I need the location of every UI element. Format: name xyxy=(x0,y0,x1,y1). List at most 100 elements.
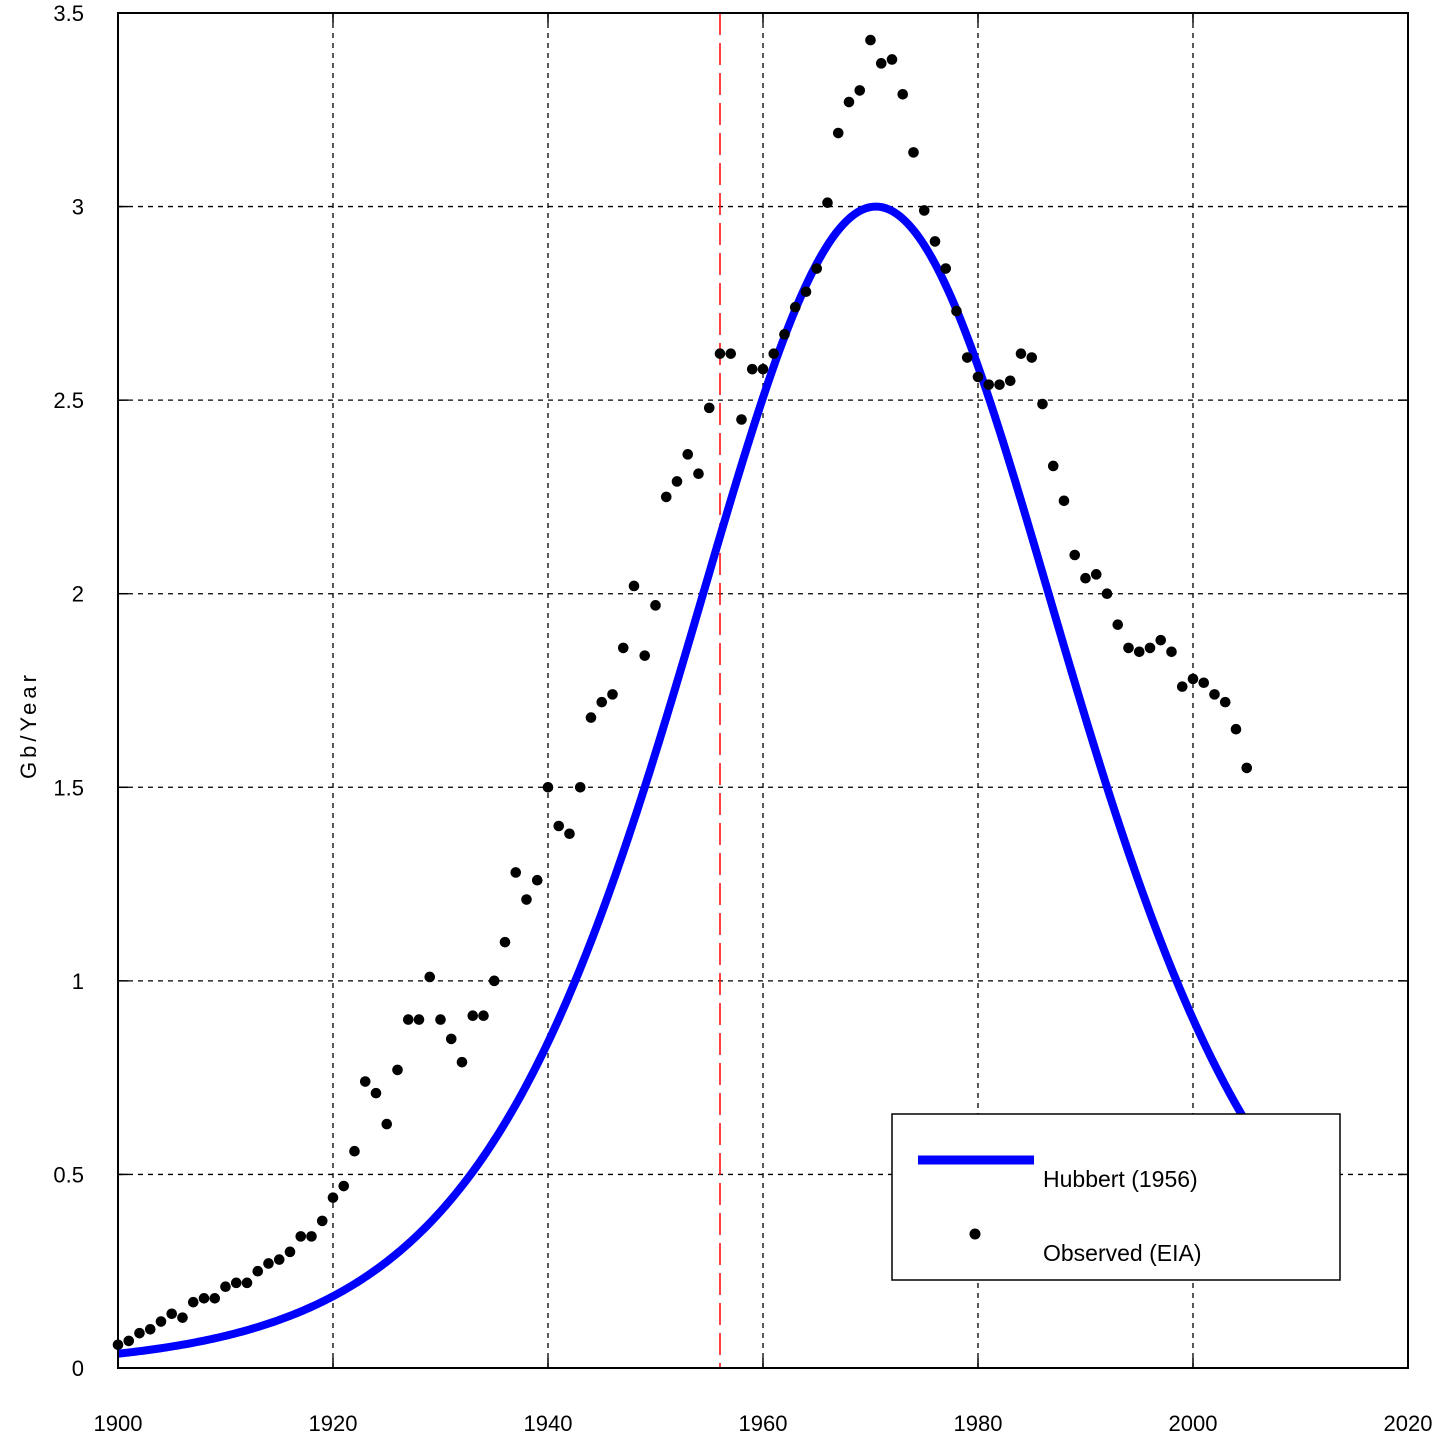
data-point xyxy=(531,874,543,886)
data-point xyxy=(1230,723,1242,735)
data-point xyxy=(682,449,694,460)
legend-box xyxy=(891,1113,1341,1281)
data-point xyxy=(1144,642,1156,654)
data-point xyxy=(865,34,876,46)
data-point xyxy=(564,828,575,840)
x-tick-label: 1900 xyxy=(94,1411,143,1436)
y-tick-label: 0 xyxy=(72,1356,84,1381)
y-tick-label: 1 xyxy=(72,969,84,994)
data-point xyxy=(596,696,608,708)
data-point xyxy=(1209,689,1220,700)
data-point xyxy=(327,1192,339,1203)
data-point xyxy=(768,348,780,359)
x-tick-label: 1980 xyxy=(954,1411,1003,1436)
y-axis-label: Gb/Year xyxy=(16,671,41,779)
x-tick-label: 1940 xyxy=(524,1411,573,1436)
data-point xyxy=(1004,375,1016,387)
data-point xyxy=(316,1215,328,1227)
data-point xyxy=(1187,673,1199,685)
data-point xyxy=(897,89,909,100)
data-point xyxy=(488,975,500,987)
data-point xyxy=(757,363,769,375)
data-point xyxy=(510,867,522,878)
data-point xyxy=(617,642,629,654)
series-observed-points xyxy=(112,34,1253,1351)
data-point xyxy=(134,1327,145,1339)
data-point xyxy=(209,1293,221,1304)
series-hubbert-curve xyxy=(117,202,1267,1358)
data-point xyxy=(1026,352,1038,363)
data-point xyxy=(671,476,683,487)
data-point xyxy=(499,936,511,948)
data-point xyxy=(703,402,715,414)
data-point xyxy=(306,1231,317,1242)
data-point xyxy=(370,1087,382,1099)
x-tick-label: 2000 xyxy=(1169,1411,1218,1436)
data-point xyxy=(1176,681,1188,692)
data-point xyxy=(886,54,898,65)
data-point xyxy=(725,348,737,359)
data-point xyxy=(521,894,532,905)
data-point xyxy=(628,580,640,592)
data-point xyxy=(1112,619,1124,630)
data-point xyxy=(854,85,866,96)
data-point xyxy=(574,781,586,793)
data-point xyxy=(467,1010,479,1021)
x-tick-label: 2020 xyxy=(1384,1411,1433,1436)
y-tick-label: 1.5 xyxy=(53,775,84,800)
legend-label-hubbert: Hubbert (1956) xyxy=(1043,1166,1198,1192)
data-point xyxy=(639,650,651,661)
data-point xyxy=(908,147,919,158)
data-point xyxy=(295,1231,307,1242)
data-point xyxy=(918,205,930,216)
data-point xyxy=(198,1293,210,1304)
x-axis-ticks: 1900 1920 1940 1960 1980 2000 2020 xyxy=(94,13,1433,1436)
data-point xyxy=(1058,495,1070,507)
data-point xyxy=(413,1014,425,1025)
data-point xyxy=(972,371,984,383)
data-point xyxy=(1123,642,1134,654)
data-point xyxy=(230,1277,242,1289)
data-point xyxy=(392,1064,403,1076)
data-point xyxy=(273,1254,285,1265)
data-point xyxy=(822,197,833,208)
data-point xyxy=(1133,646,1145,658)
data-point xyxy=(736,414,747,425)
data-point xyxy=(402,1014,414,1025)
legend-label-observed: Observed (EIA) xyxy=(1043,1240,1202,1266)
y-tick-label: 2 xyxy=(72,582,84,607)
data-point xyxy=(478,1010,489,1021)
data-point xyxy=(843,96,855,108)
data-point xyxy=(155,1316,167,1327)
data-point xyxy=(349,1145,360,1157)
data-point xyxy=(1219,696,1231,708)
data-point xyxy=(660,491,672,503)
data-point xyxy=(650,600,661,611)
data-point xyxy=(424,971,436,983)
data-point xyxy=(241,1277,253,1289)
data-point xyxy=(177,1312,188,1323)
data-point xyxy=(1080,572,1091,584)
data-point xyxy=(187,1296,199,1308)
y-tick-label: 3 xyxy=(72,195,84,220)
data-point xyxy=(1166,646,1177,658)
data-point xyxy=(714,348,726,359)
data-point xyxy=(144,1323,156,1335)
x-tick-label: 1920 xyxy=(309,1411,358,1436)
data-point xyxy=(542,781,554,793)
data-point xyxy=(1047,460,1059,472)
data-point xyxy=(940,263,952,274)
data-point xyxy=(929,236,941,247)
data-point xyxy=(1155,634,1167,646)
data-point xyxy=(220,1281,231,1292)
data-point xyxy=(1090,569,1102,580)
data-point xyxy=(994,379,1005,390)
data-point xyxy=(1198,677,1210,689)
y-axis-ticks: 0 0.5 1 1.5 2 2.5 3 3.5 xyxy=(53,1,1408,1381)
data-point xyxy=(553,820,565,832)
data-point xyxy=(359,1076,371,1087)
data-point xyxy=(456,1056,468,1068)
data-point xyxy=(951,305,962,317)
data-point xyxy=(284,1246,296,1258)
